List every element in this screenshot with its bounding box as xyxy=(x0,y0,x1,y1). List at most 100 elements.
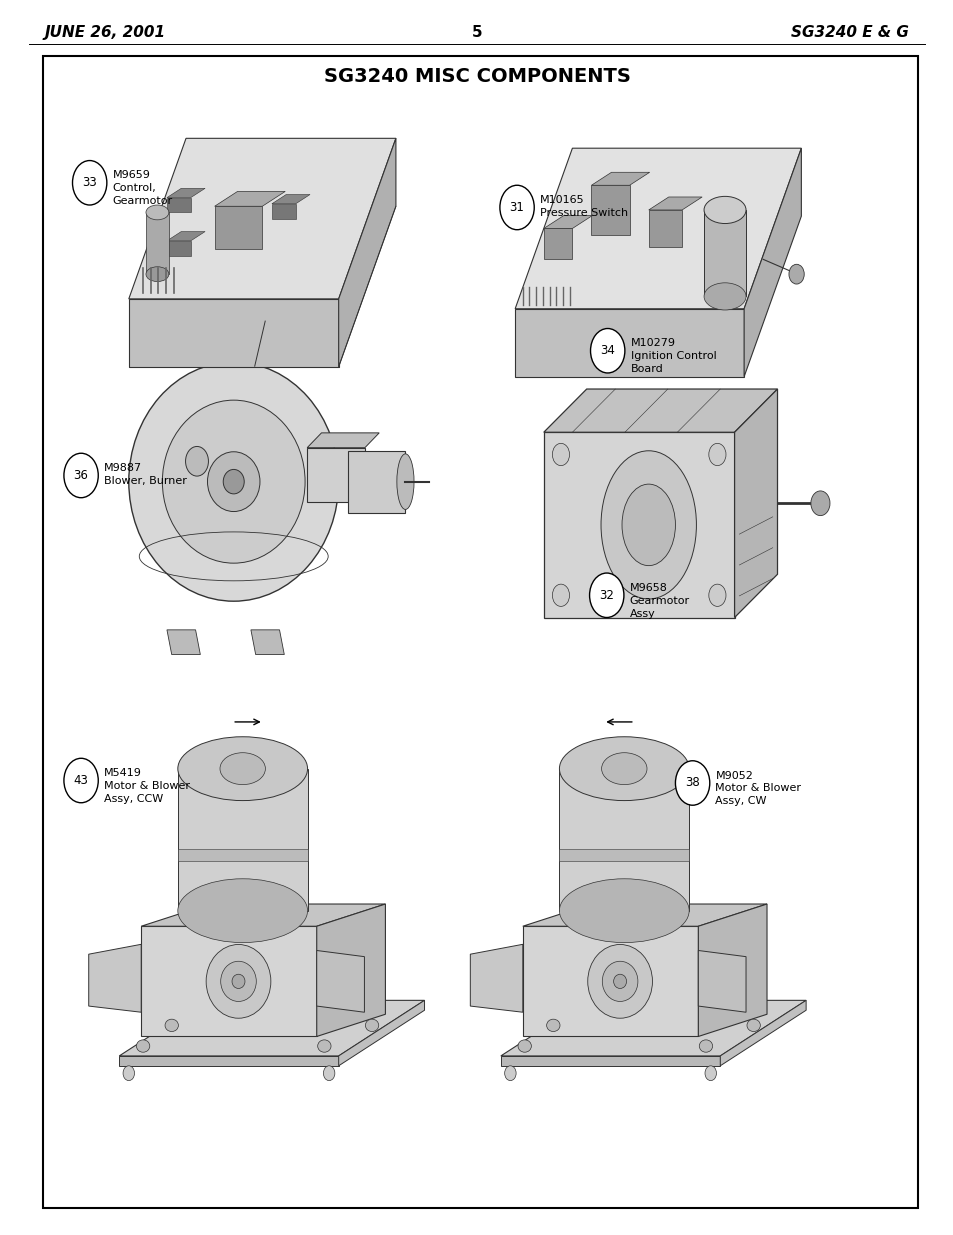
Bar xyxy=(348,451,405,513)
Polygon shape xyxy=(129,138,395,299)
Polygon shape xyxy=(119,1000,424,1056)
Ellipse shape xyxy=(601,961,638,1002)
Ellipse shape xyxy=(546,1019,559,1031)
Ellipse shape xyxy=(162,400,305,563)
Ellipse shape xyxy=(699,1040,712,1052)
Ellipse shape xyxy=(558,737,688,800)
Ellipse shape xyxy=(600,451,696,599)
Bar xyxy=(703,210,745,296)
Text: 5: 5 xyxy=(471,25,482,40)
Ellipse shape xyxy=(621,484,675,566)
Ellipse shape xyxy=(396,453,414,509)
Ellipse shape xyxy=(64,453,98,498)
Text: 34: 34 xyxy=(599,345,615,357)
Ellipse shape xyxy=(365,1019,378,1031)
Text: M5419
Motor & Blower
Assy, CCW: M5419 Motor & Blower Assy, CCW xyxy=(104,768,190,804)
Polygon shape xyxy=(89,945,141,1013)
Ellipse shape xyxy=(601,752,646,784)
Ellipse shape xyxy=(552,443,569,466)
Polygon shape xyxy=(141,904,385,926)
Text: M10279
Ignition Control
Board: M10279 Ignition Control Board xyxy=(630,338,716,374)
Text: M10165
Pressure Switch: M10165 Pressure Switch xyxy=(539,195,627,217)
Ellipse shape xyxy=(64,758,98,803)
Ellipse shape xyxy=(177,737,307,800)
Polygon shape xyxy=(167,630,200,655)
Bar xyxy=(167,241,191,256)
Bar xyxy=(648,210,681,247)
Ellipse shape xyxy=(72,161,107,205)
Ellipse shape xyxy=(223,469,244,494)
Polygon shape xyxy=(500,1000,805,1056)
Ellipse shape xyxy=(129,362,338,601)
Polygon shape xyxy=(522,904,766,926)
Polygon shape xyxy=(543,389,777,432)
Text: 33: 33 xyxy=(82,177,97,189)
Text: SG3240 E & G: SG3240 E & G xyxy=(790,25,908,40)
Ellipse shape xyxy=(810,492,829,516)
Polygon shape xyxy=(251,630,284,655)
Ellipse shape xyxy=(177,879,307,942)
Bar xyxy=(214,206,262,249)
Polygon shape xyxy=(338,1000,424,1066)
Ellipse shape xyxy=(220,961,256,1002)
Polygon shape xyxy=(119,1056,338,1066)
Ellipse shape xyxy=(703,196,745,224)
Text: M9659
Control,
Gearmotor: M9659 Control, Gearmotor xyxy=(112,170,172,206)
Ellipse shape xyxy=(675,761,709,805)
Bar xyxy=(543,228,572,259)
Polygon shape xyxy=(316,951,364,1013)
Ellipse shape xyxy=(123,1066,134,1081)
Polygon shape xyxy=(129,299,338,367)
Ellipse shape xyxy=(220,752,265,784)
Ellipse shape xyxy=(185,447,208,477)
Polygon shape xyxy=(167,188,205,198)
Ellipse shape xyxy=(613,974,626,988)
Ellipse shape xyxy=(504,1066,516,1081)
Ellipse shape xyxy=(146,267,169,282)
Polygon shape xyxy=(558,848,688,861)
Ellipse shape xyxy=(788,264,803,284)
Polygon shape xyxy=(500,1056,720,1066)
Ellipse shape xyxy=(317,1040,331,1052)
Polygon shape xyxy=(734,389,777,618)
Ellipse shape xyxy=(587,945,652,1018)
Ellipse shape xyxy=(323,1066,335,1081)
Ellipse shape xyxy=(232,974,245,988)
Ellipse shape xyxy=(708,584,725,606)
Ellipse shape xyxy=(746,1019,760,1031)
Ellipse shape xyxy=(558,879,688,942)
Bar xyxy=(272,204,295,219)
Text: 43: 43 xyxy=(73,774,89,787)
Polygon shape xyxy=(743,148,801,377)
Polygon shape xyxy=(515,309,743,377)
Polygon shape xyxy=(177,768,307,910)
Ellipse shape xyxy=(206,945,271,1018)
Ellipse shape xyxy=(146,205,169,220)
Text: 32: 32 xyxy=(598,589,614,601)
Polygon shape xyxy=(338,138,395,367)
Polygon shape xyxy=(167,232,205,241)
Bar xyxy=(146,212,169,274)
Text: 38: 38 xyxy=(684,777,700,789)
Ellipse shape xyxy=(589,573,623,618)
Ellipse shape xyxy=(499,185,534,230)
Polygon shape xyxy=(698,951,745,1013)
Ellipse shape xyxy=(136,1040,150,1052)
Polygon shape xyxy=(543,215,592,228)
Polygon shape xyxy=(648,198,701,210)
Text: 36: 36 xyxy=(73,469,89,482)
Polygon shape xyxy=(272,195,310,204)
Ellipse shape xyxy=(590,329,624,373)
Ellipse shape xyxy=(708,443,725,466)
Polygon shape xyxy=(307,433,379,447)
Polygon shape xyxy=(698,904,766,1036)
Polygon shape xyxy=(214,191,285,206)
Ellipse shape xyxy=(517,1040,531,1052)
Polygon shape xyxy=(522,926,698,1036)
Ellipse shape xyxy=(704,1066,716,1081)
Bar xyxy=(167,198,191,212)
Polygon shape xyxy=(720,1000,805,1066)
Text: M9887
Blower, Burner: M9887 Blower, Burner xyxy=(104,463,187,485)
Ellipse shape xyxy=(552,584,569,606)
Ellipse shape xyxy=(703,283,745,310)
